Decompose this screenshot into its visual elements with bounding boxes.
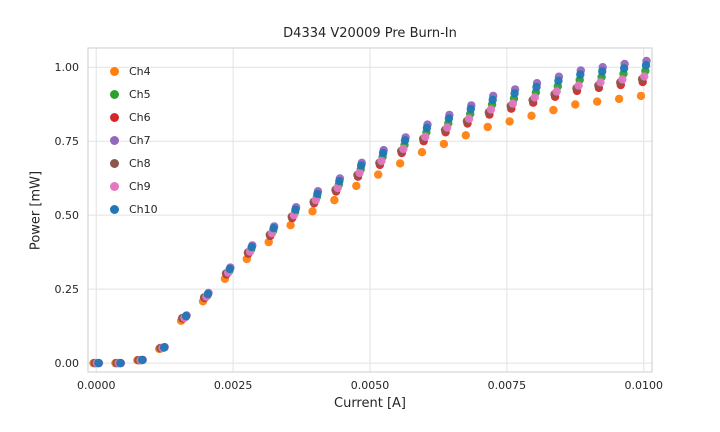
legend: Ch4 Ch5 Ch6 Ch7 Ch8 Ch9 Ch10: [110, 60, 158, 221]
legend-item-ch8: Ch8: [110, 152, 158, 175]
legend-marker-icon: [110, 182, 119, 191]
legend-item-ch10: Ch10: [110, 198, 158, 221]
svg-text:0.0050: 0.0050: [351, 379, 390, 392]
legend-item-ch5: Ch5: [110, 83, 158, 106]
legend-label: Ch8: [129, 157, 151, 170]
legend-label: Ch4: [129, 65, 151, 78]
legend-item-ch7: Ch7: [110, 129, 158, 152]
legend-marker-icon: [110, 90, 119, 99]
chart-title: D4334 V20009 Pre Burn-In: [283, 26, 457, 41]
legend-marker-icon: [110, 67, 119, 76]
svg-text:0.00: 0.00: [55, 357, 80, 370]
x-axis-label: Current [A]: [334, 396, 406, 411]
svg-text:0.0000: 0.0000: [77, 379, 116, 392]
svg-text:0.25: 0.25: [55, 283, 80, 296]
legend-marker-icon: [110, 159, 119, 168]
legend-item-ch9: Ch9: [110, 175, 158, 198]
y-axis-label: Power [mW]: [28, 170, 44, 251]
svg-text:0.0025: 0.0025: [214, 379, 253, 392]
svg-text:0.50: 0.50: [55, 209, 80, 222]
legend-label: Ch9: [129, 180, 151, 193]
legend-marker-icon: [110, 113, 119, 122]
legend-item-ch6: Ch6: [110, 106, 158, 129]
legend-item-ch4: Ch4: [110, 60, 158, 83]
legend-marker-icon: [110, 136, 119, 145]
legend-marker-icon: [110, 205, 119, 214]
svg-text:0.0100: 0.0100: [625, 379, 664, 392]
svg-text:1.00: 1.00: [55, 61, 80, 74]
legend-label: Ch5: [129, 88, 151, 101]
legend-label: Ch6: [129, 111, 151, 124]
svg-text:0.0075: 0.0075: [488, 379, 527, 392]
svg-text:0.75: 0.75: [55, 135, 80, 148]
legend-label: Ch7: [129, 134, 151, 147]
legend-label: Ch10: [129, 203, 158, 216]
